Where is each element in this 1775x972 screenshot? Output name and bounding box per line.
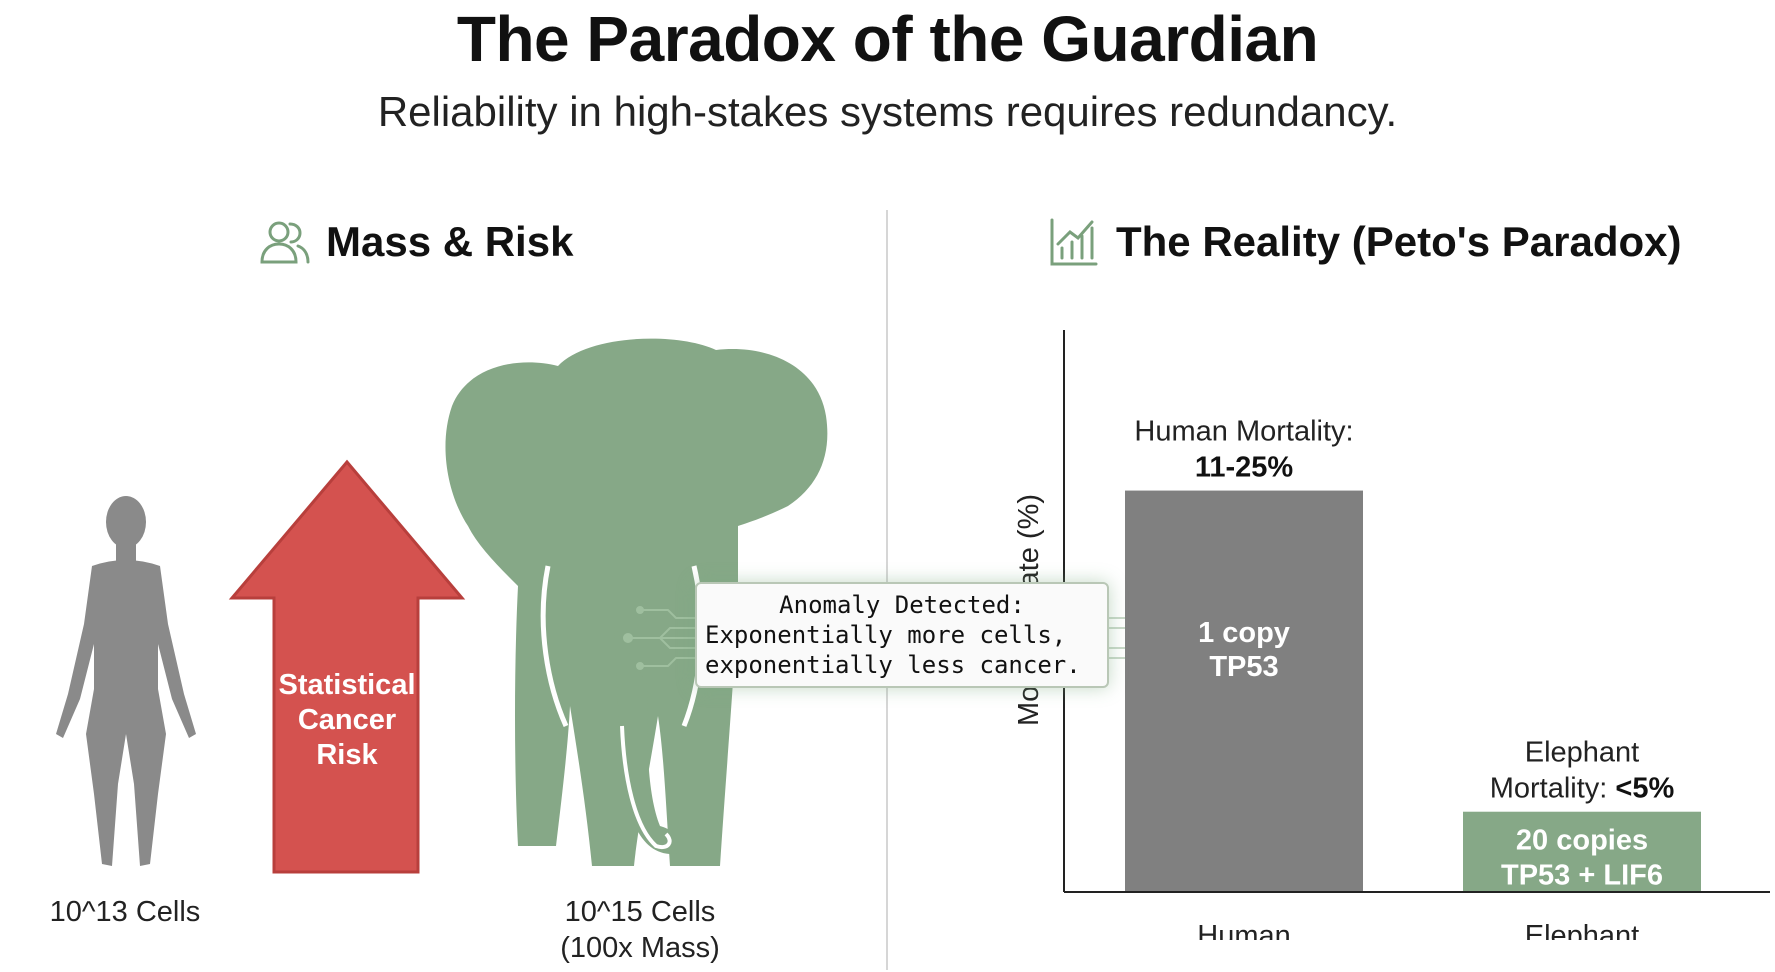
elephant-silhouette	[438, 326, 830, 876]
human-cell-count: 10^13 Cells	[49, 896, 201, 928]
bar-annotation: TP53	[1209, 651, 1278, 683]
callout-line-2: Exponentially more cells,	[705, 621, 1067, 649]
risk-arrow	[228, 458, 466, 874]
left-panel-heading: Mass & Risk	[258, 216, 573, 268]
bar-annotation: 20 copies	[1516, 825, 1648, 857]
page-title: The Paradox of the Guardian	[456, 3, 1319, 75]
x-tick-label: Elephant	[1525, 920, 1640, 940]
bar-human	[1125, 490, 1363, 892]
data-label-prefix: Mortality:	[1490, 773, 1616, 805]
data-label-prefix: Elephant	[1525, 737, 1640, 769]
bar-elephant	[1463, 811, 1701, 892]
bar-annotation: TP53 + LIF6	[1501, 860, 1663, 892]
people-icon	[258, 216, 310, 268]
anomaly-callout: Anomaly Detected: Exponentially more cel…	[695, 582, 1109, 688]
right-panel-title: The Reality (Peto's Paradox)	[1116, 218, 1682, 265]
callout-line-1: Anomaly Detected:	[779, 591, 1025, 619]
human-silhouette	[46, 494, 206, 876]
data-label-prefix: Human Mortality:	[1134, 416, 1353, 448]
left-panel-title: Mass & Risk	[326, 218, 574, 265]
right-panel-heading: The Reality (Peto's Paradox)	[1048, 216, 1681, 268]
bar-chart-icon	[1048, 216, 1100, 268]
page-subtitle: Reliability in high-stakes systems requi…	[377, 88, 1398, 135]
data-label-line: Mortality: <5%	[1490, 773, 1675, 805]
bar-annotation: 1 copy	[1198, 617, 1290, 649]
callout-line-3: exponentially less cancer.	[705, 651, 1081, 679]
elephant-cell-count: 10^15 Cells (100x Mass)	[560, 896, 720, 964]
circuit-traces-left	[620, 590, 700, 680]
risk-arrow-label: Statistical Cancer Risk	[278, 669, 416, 771]
data-label-value: <5%	[1615, 773, 1674, 805]
x-tick-label: Human	[1197, 920, 1291, 940]
data-label-value: 11-25%	[1195, 452, 1294, 484]
